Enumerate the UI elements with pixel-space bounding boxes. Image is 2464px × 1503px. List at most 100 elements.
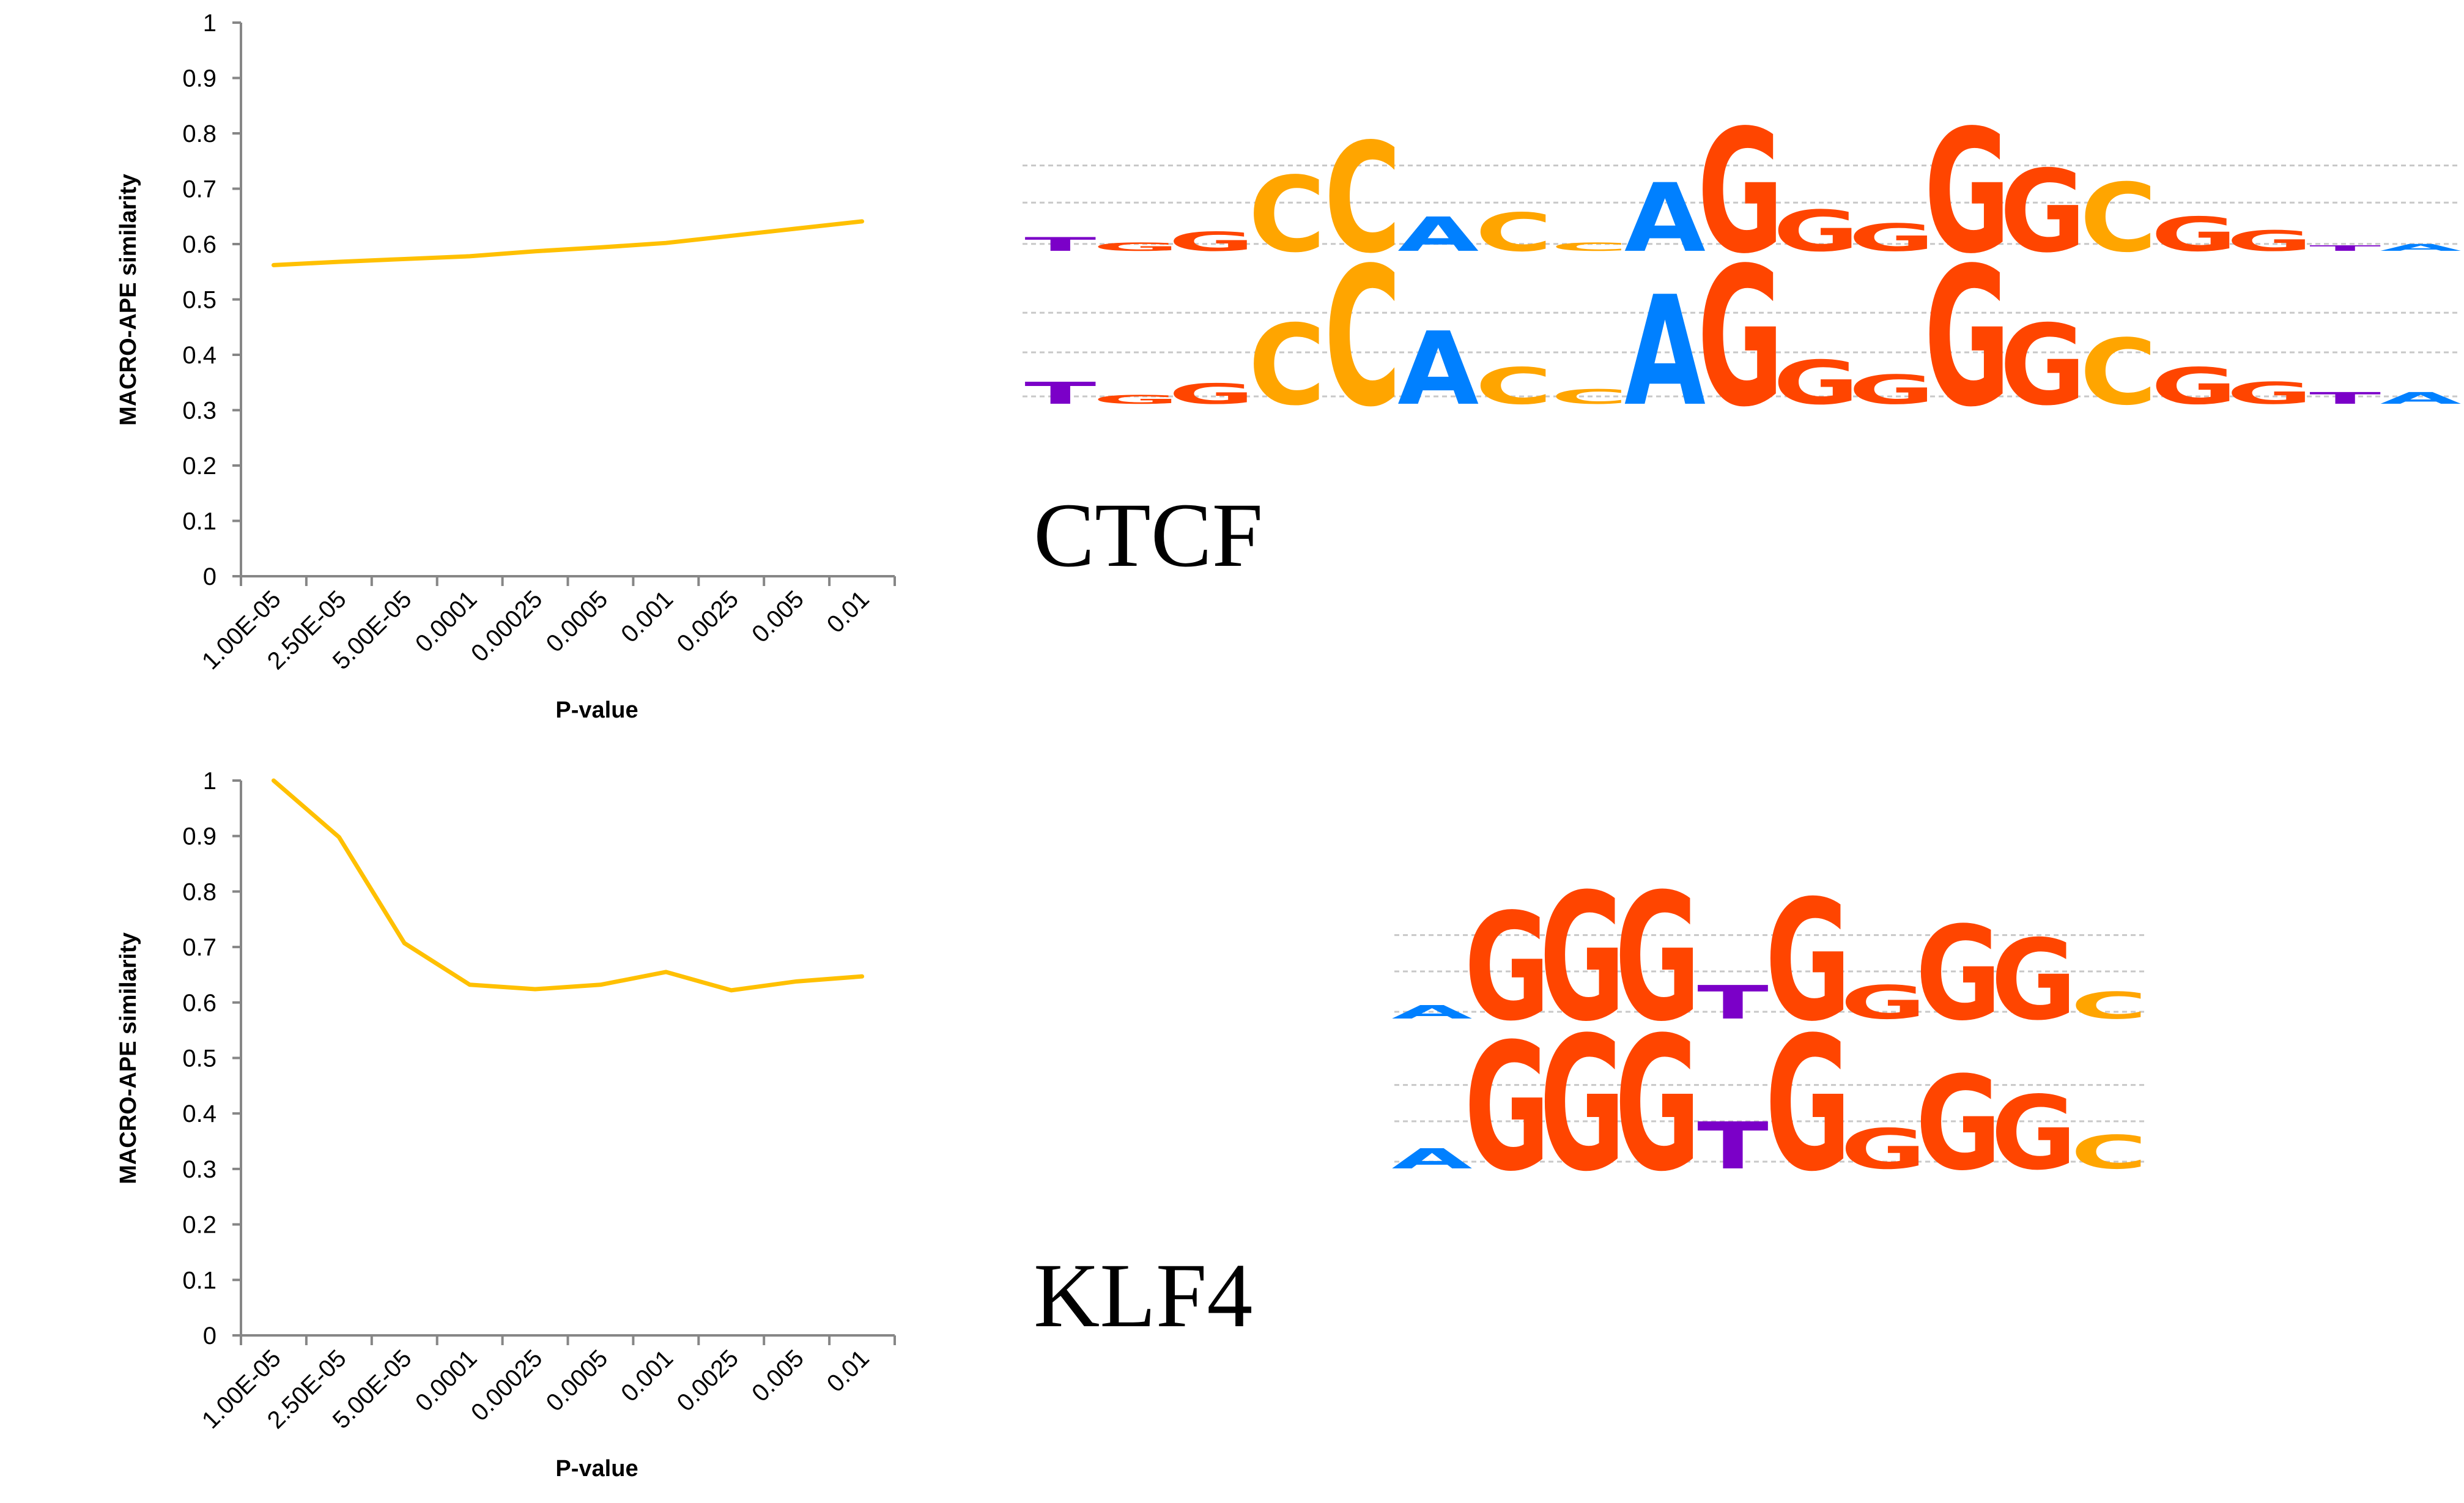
logo-letter-T: T (1697, 1109, 1769, 1184)
y-tick-label: 0 (203, 563, 216, 590)
ctcf-similarity-chart: MACRO-APE similarity P-value 0 0.1 0.2 0.3 0… (116, 10, 896, 723)
klf4-label: KLF4 (1034, 1245, 1252, 1346)
logo-letter-G: G (1698, 94, 1784, 291)
logo-letter-A: A (1397, 310, 1479, 428)
y-tick-label: 0.4 (182, 1100, 216, 1127)
y-tick-label: 0.4 (182, 342, 216, 369)
logo-letter-C: C (2071, 1126, 2147, 1179)
logo-letter-G: G (1991, 1074, 2076, 1192)
logo-letter-G: G (1915, 899, 2001, 1049)
logo-letter-G: G (1924, 227, 2010, 449)
y-tick-label: 0.5 (182, 287, 216, 314)
y-tick-label: 0.9 (182, 823, 216, 850)
y-tick-label: 1 (203, 768, 216, 795)
logo-letter-T: T (1697, 976, 1769, 1030)
y-tick-label: 0.2 (182, 1212, 216, 1239)
logo-letter-G: G (1773, 198, 1859, 264)
x-tick-label: 0.005 (747, 585, 809, 648)
x-tick-label: 0.0005 (541, 585, 613, 658)
logo-letter-G: G (1698, 227, 1784, 449)
y-tick-label: 0.1 (182, 508, 216, 535)
x-axis-title: P-value (555, 697, 638, 723)
y-tick-label: 0.3 (182, 1156, 216, 1183)
logo-letter-A: A (1397, 207, 1479, 262)
x-tick-label: 0.00025 (466, 1345, 547, 1426)
logo-letter-G: G (2000, 146, 2086, 278)
logo-letter-A: A (2380, 242, 2462, 253)
logo-letter-G: G (1093, 393, 1179, 407)
series-line (271, 219, 865, 267)
logo-letter-G: G (1464, 882, 1550, 1053)
y-tick-label: 0.1 (182, 1267, 216, 1294)
y-tick-label: 0.3 (182, 398, 216, 425)
y-tick-label: 0.7 (182, 176, 216, 203)
x-tick-label: 0.0025 (671, 1345, 744, 1417)
logo-letter-C: C (2080, 319, 2157, 425)
x-tick-label: 0.00025 (466, 585, 547, 667)
logo-letter-G: G (2151, 357, 2237, 416)
x-tick-label: 0.0025 (671, 585, 744, 658)
logo-letter-T: T (1024, 376, 1096, 410)
logo-letter-G: G (1539, 856, 1625, 1060)
y-tick-label: 0.2 (182, 453, 216, 480)
logo-letter-G: G (1615, 998, 1700, 1212)
y-tick-label: 0.6 (182, 990, 216, 1017)
logo-letter-A: A (1624, 164, 1706, 273)
logo-letter-G: G (2000, 301, 2086, 430)
y-tick-label: 0.9 (182, 65, 216, 92)
logo-letter-G: G (1169, 377, 1255, 410)
ctcf-label: CTCF (1034, 484, 1263, 586)
logo-letter-G: G (1615, 856, 1700, 1060)
klf4-similarity-chart: MACRO-APE similarity P-value 0 0.1 0.2 0.3 0… (116, 768, 896, 1482)
logo-letter-C: C (1551, 240, 1628, 254)
logo-letter-C: C (2071, 984, 2147, 1027)
logo-letter-G: G (1464, 1006, 1550, 1210)
logo-letter-G: G (1924, 94, 2010, 291)
logo-letter-G: G (1773, 348, 1859, 418)
logo-letter-G: G (1169, 226, 1255, 257)
logo-letter-T: T (2309, 389, 2381, 408)
x-tick-label: 0.001 (616, 585, 678, 648)
y-tick-label: 0.8 (182, 878, 216, 905)
logo-letter-G: G (2227, 376, 2313, 410)
x-axis-title: P-value (555, 1456, 638, 1482)
x-tick-label: 0.005 (747, 1345, 809, 1407)
logo-letter-G: G (1765, 998, 1851, 1212)
logo-letter-A: A (1391, 1001, 1472, 1023)
logo-letter-G: G (1849, 366, 1935, 414)
y-axis-title: MACRO-APE similarity (116, 174, 141, 426)
logo-letter-G: G (1915, 1049, 2001, 1199)
logo-letter-T: T (1024, 234, 1096, 256)
logo-letter-C: C (1475, 202, 1552, 264)
logo-letter-C: C (1249, 155, 1326, 276)
logo-letter-G: G (1539, 998, 1625, 1212)
y-tick-label: 0.8 (182, 121, 216, 147)
x-tick-label: 0.001 (616, 1345, 678, 1407)
logo-letter-G: G (1765, 866, 1851, 1058)
logo-letter-C: C (1249, 301, 1326, 430)
logo-letter-C: C (1475, 357, 1552, 416)
logo-letter-G: G (1849, 216, 1935, 260)
logo-letter-A: A (1624, 265, 1706, 440)
series-line (271, 778, 865, 993)
logo-letter-G: G (1840, 1118, 1926, 1182)
y-tick-label: 0.5 (182, 1045, 216, 1072)
logo-letter-C: C (1324, 112, 1401, 288)
y-tick-label: 0.6 (182, 231, 216, 258)
y-tick-label: 0 (203, 1323, 216, 1349)
y-axis-title: MACRO-APE similarity (116, 932, 141, 1184)
logo-letter-C: C (2080, 164, 2157, 273)
logo-letter-G: G (1840, 976, 1926, 1030)
y-tick-label: 0.7 (182, 934, 216, 961)
x-tick-label: 0.0005 (541, 1345, 613, 1417)
logo-letter-T: T (2309, 244, 2381, 253)
logo-letter-G: G (1991, 916, 2076, 1045)
x-tick-label: 0.01 (822, 1345, 875, 1397)
x-tick-label: 0.01 (822, 585, 875, 638)
logo-letter-G: G (2151, 207, 2237, 262)
